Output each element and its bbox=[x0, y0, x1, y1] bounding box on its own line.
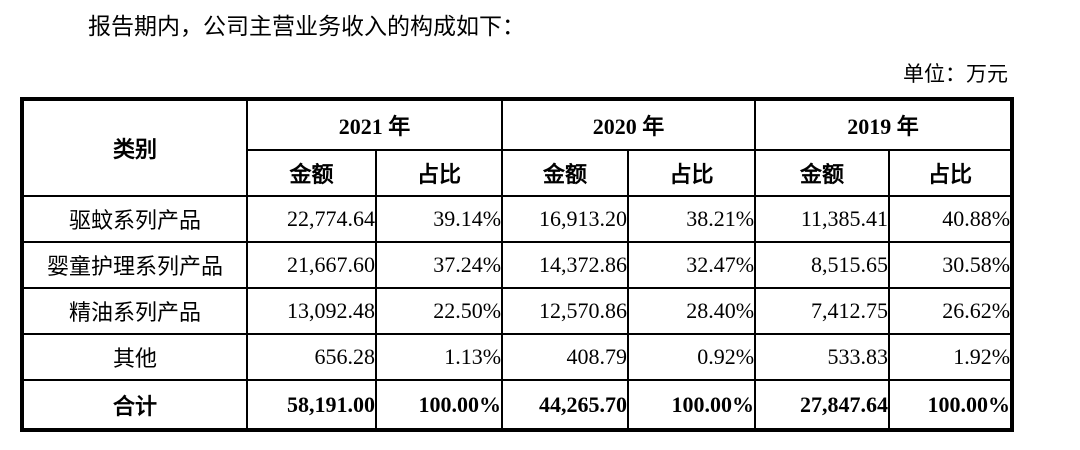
ratio-cell-2021: 22.50% bbox=[374, 287, 504, 335]
total-amount-2020: 44,265.70 bbox=[501, 379, 630, 431]
ratio-cell-2019: 30.58% bbox=[888, 241, 1014, 289]
table-row: 其他 656.28 1.13% 408.79 0.92% 533.83 1.92… bbox=[21, 333, 1014, 381]
total-amount-2019: 27,847.64 bbox=[754, 379, 891, 431]
table-row: 婴童护理系列产品 21,667.60 37.24% 14,372.86 32.4… bbox=[21, 241, 1014, 289]
ratio-cell-2021: 39.14% bbox=[374, 195, 504, 243]
ratio-cell-2020: 28.40% bbox=[627, 287, 757, 335]
ratio-cell-2020: 32.47% bbox=[627, 241, 757, 289]
column-header-amount-2020: 金额 bbox=[501, 149, 630, 197]
table-total-row: 合计 58,191.00 100.00% 44,265.70 100.00% 2… bbox=[21, 379, 1014, 431]
amount-cell-2019: 11,385.41 bbox=[754, 195, 891, 243]
amount-cell-2020: 12,570.86 bbox=[501, 287, 630, 335]
total-ratio-2020: 100.00% bbox=[627, 379, 757, 431]
column-header-amount-2021: 金额 bbox=[246, 149, 377, 197]
amount-cell-2019: 8,515.65 bbox=[754, 241, 891, 289]
amount-cell-2019: 7,412.75 bbox=[754, 287, 891, 335]
intro-paragraph: 报告期内，公司主营业务收入的构成如下： bbox=[88, 14, 525, 39]
table-row: 驱蚊系列产品 22,774.64 39.14% 16,913.20 38.21%… bbox=[21, 195, 1014, 243]
total-amount-2021: 58,191.00 bbox=[246, 379, 377, 431]
ratio-cell-2019: 26.62% bbox=[888, 287, 1014, 335]
row-category: 驱蚊系列产品 bbox=[21, 195, 248, 243]
ratio-cell-2021: 37.24% bbox=[374, 241, 504, 289]
ratio-cell-2020: 0.92% bbox=[627, 333, 757, 381]
column-header-amount-2019: 金额 bbox=[754, 149, 891, 197]
amount-cell-2020: 16,913.20 bbox=[501, 195, 630, 243]
amount-cell-2021: 22,774.64 bbox=[246, 195, 377, 243]
column-header-ratio-2019: 占比 bbox=[888, 149, 1014, 197]
amount-cell-2019: 533.83 bbox=[754, 333, 891, 381]
column-header-year-2021: 2021 年 bbox=[245, 98, 504, 151]
total-ratio-2021: 100.00% bbox=[374, 379, 504, 431]
amount-cell-2020: 408.79 bbox=[501, 333, 630, 381]
amount-cell-2020: 14,372.86 bbox=[501, 241, 630, 289]
amount-cell-2021: 656.28 bbox=[246, 333, 377, 381]
row-category: 其他 bbox=[21, 333, 248, 381]
table-header-years-row: 类别 2021 年 2020 年 2019 年 bbox=[21, 98, 1014, 197]
column-header-year-2019: 2019 年 bbox=[754, 98, 1014, 151]
column-header-category: 类别 bbox=[21, 98, 248, 197]
revenue-composition-table: 类别 2021 年 2020 年 2019 年 金额 占比 金额 占比 金额 占… bbox=[20, 97, 1015, 432]
amount-cell-2021: 13,092.48 bbox=[246, 287, 377, 335]
ratio-cell-2019: 40.88% bbox=[888, 195, 1014, 243]
total-ratio-2019: 100.00% bbox=[888, 379, 1014, 431]
row-category: 精油系列产品 bbox=[21, 287, 248, 335]
column-header-ratio-2020: 占比 bbox=[627, 149, 757, 197]
amount-cell-2021: 21,667.60 bbox=[246, 241, 377, 289]
column-header-year-2020: 2020 年 bbox=[501, 98, 757, 151]
table-row: 精油系列产品 13,092.48 22.50% 12,570.86 28.40%… bbox=[21, 287, 1014, 335]
total-category: 合计 bbox=[21, 379, 248, 431]
unit-label: 单位：万元 bbox=[903, 62, 1008, 86]
ratio-cell-2019: 1.92% bbox=[888, 333, 1014, 381]
ratio-cell-2020: 38.21% bbox=[627, 195, 757, 243]
ratio-cell-2021: 1.13% bbox=[374, 333, 504, 381]
column-header-ratio-2021: 占比 bbox=[374, 149, 504, 197]
table-header-sub-row: 金额 占比 金额 占比 金额 占比 bbox=[22, 149, 1014, 197]
row-category: 婴童护理系列产品 bbox=[21, 241, 248, 289]
